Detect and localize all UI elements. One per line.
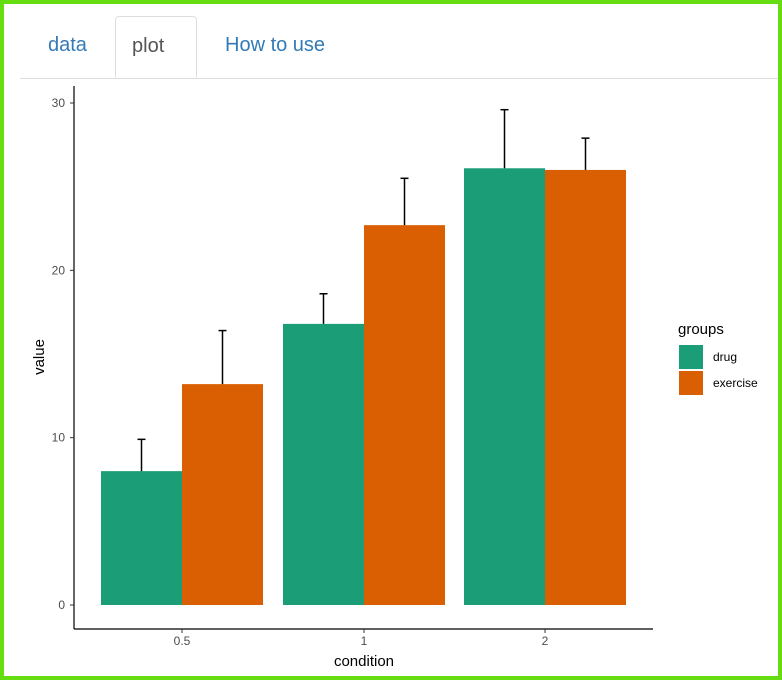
error-bars-layer: [137, 108, 590, 472]
legend-key-exercise: [679, 371, 703, 395]
y-tick-label: 0: [58, 598, 65, 612]
legend-label-drug: drug: [713, 350, 737, 364]
bar-drug-0.5: [101, 471, 182, 605]
y-tick-label: 20: [52, 263, 66, 277]
x-axis-title: condition: [334, 653, 394, 670]
tab-plot[interactable]: plot: [115, 16, 197, 78]
bar-exercise-2: [545, 169, 626, 605]
x-tick-label: 2: [542, 634, 549, 648]
x-ticks: 0.5 1 2: [174, 629, 549, 648]
bar-chart: 0 10 20 30 0.5 1 2 condition value groups dru…: [31, 86, 758, 670]
y-tick-label: 30: [52, 96, 66, 110]
bar-exercise-1: [364, 225, 445, 606]
legend-key-drug: [679, 345, 703, 369]
legend-label-exercise: exercise: [713, 376, 758, 390]
tab-data[interactable]: data: [48, 34, 87, 56]
tab-bar: data plot How to use: [20, 12, 778, 79]
bar-exercise-0.5: [182, 384, 263, 605]
y-ticks: 0 10 20 30: [52, 96, 74, 612]
bars-layer: [101, 168, 626, 606]
tab-how-to-use[interactable]: How to use: [225, 34, 326, 56]
legend: groups drug exercise: [678, 321, 758, 395]
y-tick-label: 10: [52, 431, 66, 445]
x-tick-label: 0.5: [174, 634, 191, 648]
legend-title: groups: [678, 321, 724, 338]
x-tick-label: 1: [361, 634, 368, 648]
y-axis-title: value: [31, 339, 48, 375]
bar-drug-1: [283, 323, 364, 605]
bar-drug-2: [464, 168, 545, 605]
